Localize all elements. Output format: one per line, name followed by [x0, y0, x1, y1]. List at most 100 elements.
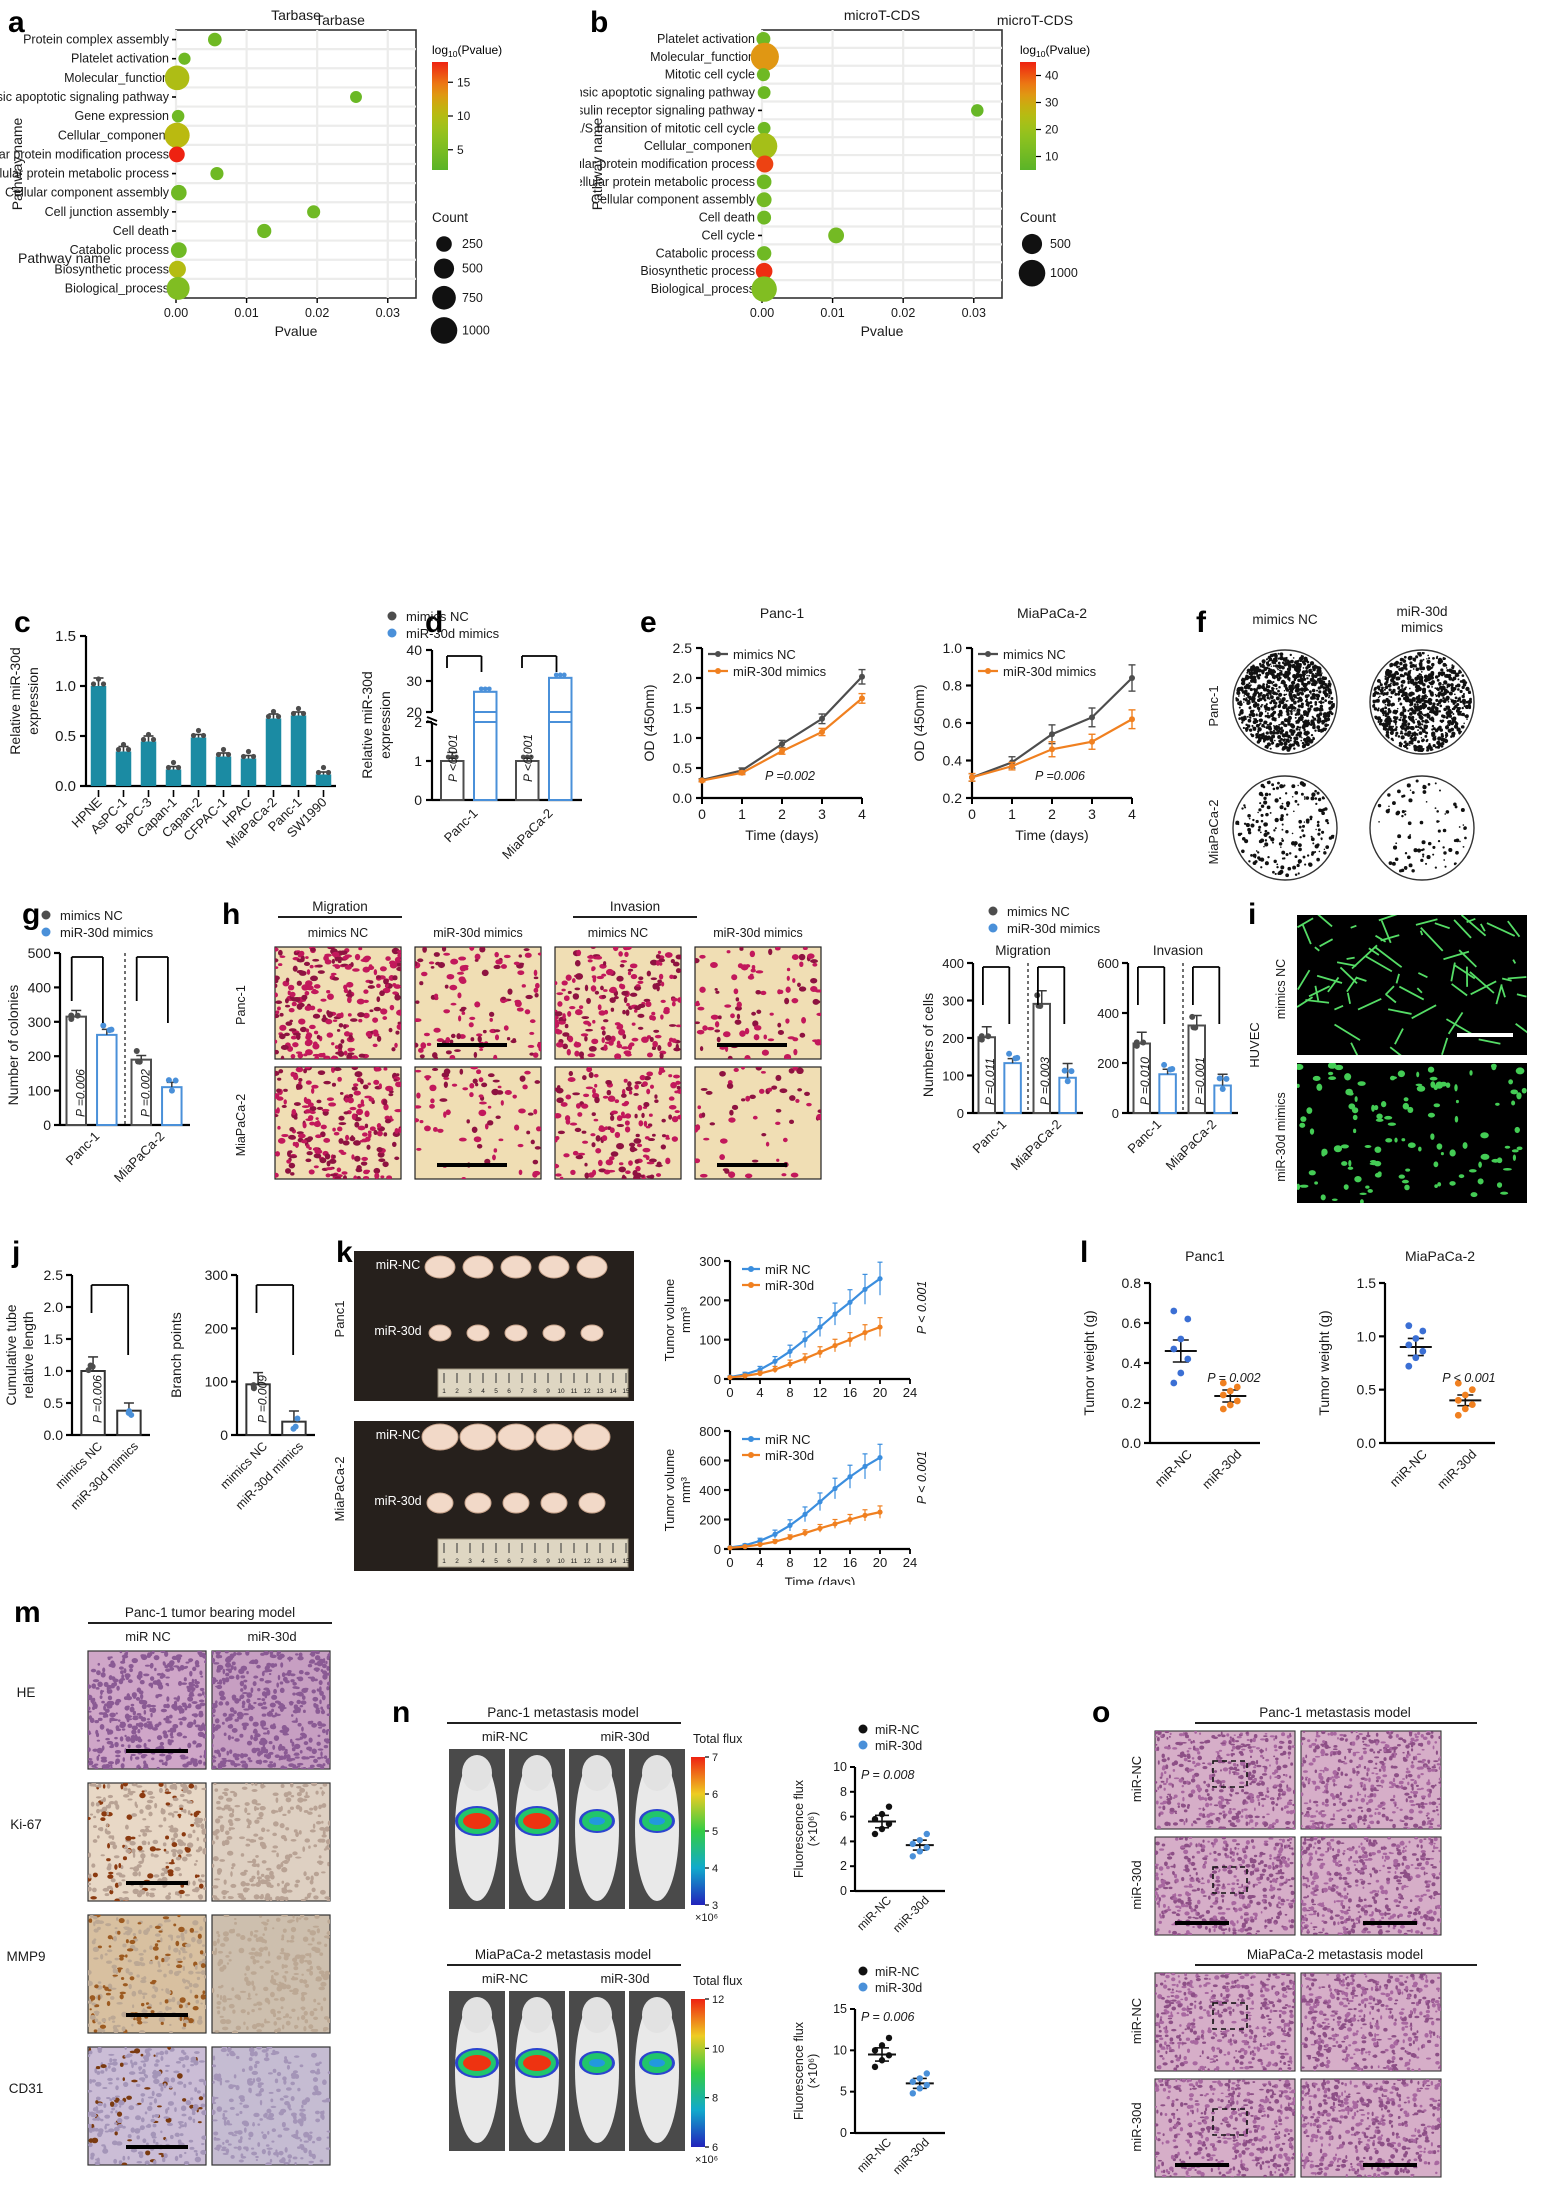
p-value-label: P =0.006 [1035, 769, 1085, 783]
ruler-tick: 5 [494, 1388, 498, 1395]
y-tick-label: 0.4 [1122, 1355, 1142, 1371]
group-header: Invasion [610, 899, 660, 914]
column-label: miR-30d mimics [713, 926, 803, 940]
y-tick-label: 2.0 [673, 670, 693, 686]
x-tick-label: 4 [858, 806, 866, 822]
scale-tick: 4 [712, 1863, 718, 1875]
ruler-tick: 4 [481, 1558, 485, 1565]
panel-letter-d: d [425, 606, 444, 639]
legend-size-label: 750 [462, 291, 483, 305]
legend-label: miR-30d mimics [733, 664, 827, 679]
x-tick-label: 0.01 [820, 306, 844, 320]
y-tick-label: 1.5 [44, 1331, 64, 1347]
ruler-tick: 3 [468, 1388, 472, 1395]
x-tick-label: MiaPaCa-2 [499, 806, 556, 863]
x-tick-label: 4 [1128, 806, 1136, 822]
y-axis-label: OD (450nm) [641, 684, 657, 761]
legend-size-label: 1000 [1050, 266, 1078, 280]
column-label: mimics NC [1252, 612, 1317, 627]
p-value-label: P =0.011 [983, 1058, 997, 1105]
y-tick-label: 0.6 [1122, 1315, 1142, 1331]
y-tick-label: Cellular protein modification process [0, 147, 169, 161]
y-tick-label: Biological_process [65, 281, 169, 295]
ruler-tick: 9 [546, 1388, 550, 1395]
ruler-tick: 4 [481, 1388, 485, 1395]
scale-tick: 8 [712, 2093, 718, 2105]
legend-color-tick: 10 [457, 109, 471, 123]
legend-label: miR-30d mimics [1003, 664, 1097, 679]
y-tick-label: 300 [28, 1014, 52, 1030]
panel-a-ylabel: Pathway name [18, 250, 111, 266]
x-tick-label: 2 [778, 806, 786, 822]
scale-tick: 12 [712, 1994, 724, 2006]
scale-tick: 6 [712, 1789, 718, 1801]
x-tick-label: 16 [843, 1555, 857, 1570]
x-tick-label: miR-NC [1387, 1447, 1430, 1490]
y-tick-label: Platelet activation [71, 52, 169, 66]
y-axis-unit: mm³ [678, 1306, 693, 1333]
panel-d-plot: mimics NC miR-30d mimics 40 30 20 2 1 0 Relative… [350, 600, 610, 900]
y-tick-label: 10 [833, 2043, 847, 2057]
y-tick-label: 0.0 [673, 790, 693, 806]
ruler-tick: 5 [494, 1558, 498, 1565]
ruler-tick: 8 [533, 1388, 537, 1395]
y-axis-label: Numbers of cells [920, 993, 936, 1097]
group-label: miR-30d [374, 1494, 421, 1508]
row-label: Ki-67 [10, 1817, 42, 1832]
y-tick-label: 2.0 [44, 1299, 64, 1315]
group-label: miR-30d [374, 1324, 421, 1338]
x-tick-label: 0 [968, 806, 976, 822]
y-tick-label: 400 [1097, 1006, 1119, 1021]
y-tick-label: 1.0 [1357, 1328, 1377, 1344]
legend-size-label: 250 [462, 237, 483, 251]
x-tick-label: 8 [786, 1555, 793, 1570]
legend-label: mimics NC [1007, 904, 1070, 919]
legend-color-title: log10(Pvalue) [432, 43, 502, 59]
panel-e-plot: Panc-1 2.5 2.0 1.5 1.0 0.5 0.0 OD (450nm) 0 1 2 3 4 T… [620, 600, 1180, 900]
column-label: mimics [1401, 620, 1443, 635]
panel-h-quant: mimics NC miR-30d mimics Numbers of cells M… [915, 895, 1245, 1225]
x-tick-label: 0 [726, 1385, 733, 1400]
y-tick-label: 0.0 [55, 778, 76, 795]
y-tick-label: Insulin receptor signaling pathway [580, 103, 756, 117]
row-label: Panc-1 [1206, 685, 1221, 726]
y-tick-label: 0.5 [673, 760, 693, 776]
y-tick-label: Gene expression [74, 109, 169, 123]
x-tick-label: Panc-1 [63, 1129, 103, 1169]
row-label: MMP9 [6, 1949, 45, 1964]
row-label: miR-NC [1129, 1998, 1144, 2044]
panel-b-title: microT-CDS [996, 12, 1074, 28]
y-tick-label: Molecular_function [64, 71, 169, 85]
row-label: MiaPaCa-2 [332, 1456, 347, 1521]
panel-b-plot: microT-CDS Platelet activation Molecular_f… [580, 0, 1180, 370]
row-label: Panc-1 [234, 985, 248, 1025]
x-tick-label: 0.01 [234, 306, 258, 320]
y-tick-label: Catabolic process [656, 246, 755, 260]
x-tick-label: MiaPaCa-2 [1008, 1117, 1065, 1174]
x-tick-label: 3 [818, 806, 826, 822]
y-axis-label: Tumor volume [662, 1279, 677, 1362]
scale-tick: 7 [712, 1752, 718, 1764]
y-tick-label: Cellular_component [644, 139, 756, 153]
p-value-label: P = 0.006 [861, 2010, 914, 2024]
y-tick-label: 0.2 [943, 790, 963, 806]
y-tick-label: 200 [28, 1048, 52, 1064]
x-tick-label: miR-30d mimics [68, 1439, 141, 1512]
panel-o-block: Panc-1 metastasis model miR-NC miR-30d MiaP… [1085, 1695, 1545, 2195]
legend-label: mimics NC [60, 908, 123, 923]
x-tick-label: miR-30d mimics [233, 1439, 306, 1512]
block-header: MiaPaCa-2 metastasis model [1247, 1947, 1423, 1962]
legend-label: miR NC [765, 1432, 811, 1447]
y-tick-label: 0 [43, 1117, 51, 1133]
column-label: miR-NC [482, 1729, 528, 1744]
p-value-label: P =0.006 [91, 1375, 105, 1423]
x-tick-label: miR-30d [890, 2135, 932, 2177]
scale-tick: 6 [712, 2142, 718, 2154]
y-tick-label: 800 [699, 1424, 721, 1439]
panel-j-plot: 2.5 2.0 1.5 1.0 0.5 0.0 Cumulative tube relativ… [0, 1235, 330, 1565]
y-tick-label: 0.0 [44, 1427, 64, 1443]
x-tick-label: 16 [843, 1385, 857, 1400]
p-value-label: P =0.001 [1193, 1057, 1207, 1105]
y-tick-label: 0 [840, 2126, 847, 2140]
ruler-tick: 6 [507, 1558, 511, 1565]
